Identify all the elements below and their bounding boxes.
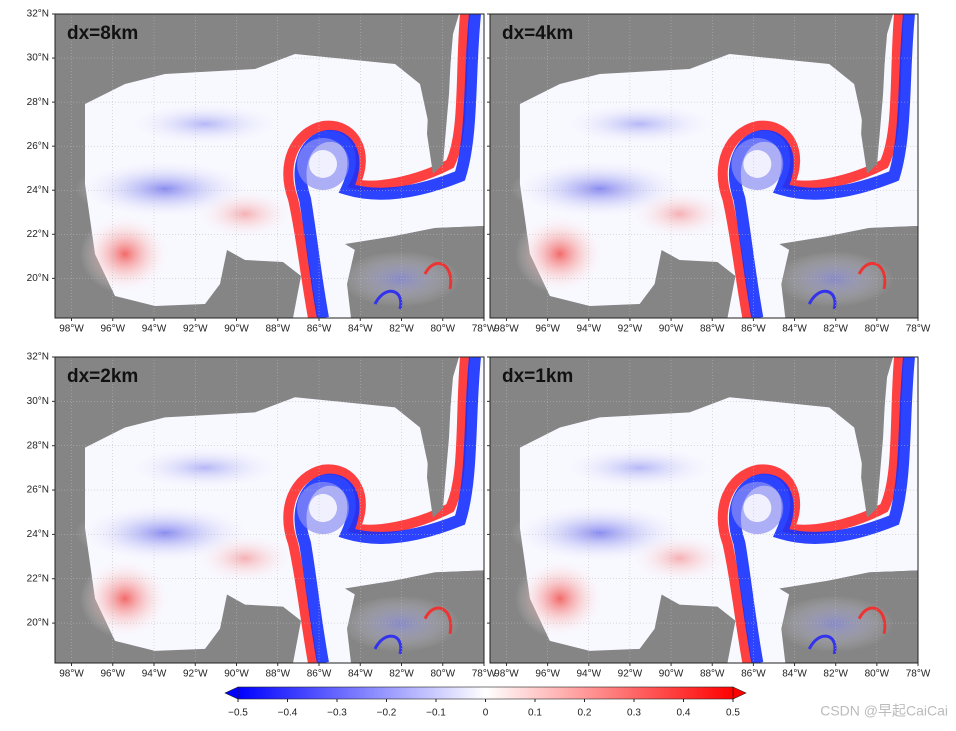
lat-tick-label: 32°N <box>27 9 49 20</box>
lon-tick-label: 82°W <box>823 669 848 680</box>
lon-tick-label: 84°W <box>782 324 807 335</box>
lon-tick-label: 98°W <box>59 669 84 680</box>
lon-tick-label: 82°W <box>389 669 414 680</box>
lat-tick-label: 26°N <box>27 141 49 152</box>
colorbar-tick-label: −0.4 <box>278 708 298 719</box>
colorbar-tick-label: −0.2 <box>377 708 397 719</box>
lon-tick-label: 96°W <box>535 324 560 335</box>
lon-tick-label: 86°W <box>741 324 766 335</box>
lon-tick-label: 98°W <box>59 324 84 335</box>
lat-tick-label: 22°N <box>27 229 49 240</box>
colorbar-extend-high <box>732 686 747 700</box>
lon-tick-label: 88°W <box>265 324 290 335</box>
lon-tick-label: 94°W <box>142 324 167 335</box>
lon-tick-label: 80°W <box>430 324 455 335</box>
lon-tick-label: 80°W <box>430 669 455 680</box>
vorticity-field <box>55 357 484 663</box>
lon-tick-label: 92°W <box>183 669 208 680</box>
lon-tick-label: 86°W <box>307 669 332 680</box>
colorbar-tick-label: −0.5 <box>228 708 248 719</box>
colorbar-tick-label: 0.1 <box>528 708 542 719</box>
panel-frame <box>489 13 919 319</box>
lon-tick-label: 96°W <box>100 669 125 680</box>
lat-tick-label: 22°N <box>27 573 49 584</box>
colorbar-tick-label: 0 <box>483 708 489 719</box>
lon-tick-label: 90°W <box>224 324 249 335</box>
vorticity-field <box>55 14 484 318</box>
lon-tick-label: 86°W <box>741 669 766 680</box>
lon-tick-label: 78°W <box>472 669 497 680</box>
colorbar-bar <box>237 686 734 700</box>
lon-tick-label: 96°W <box>100 324 125 335</box>
lat-tick-label: 20°N <box>27 618 49 629</box>
lon-tick-label: 92°W <box>183 324 208 335</box>
lon-tick-label: 90°W <box>659 669 684 680</box>
lon-tick-label: 90°W <box>224 669 249 680</box>
lon-tick-label: 90°W <box>659 324 684 335</box>
lat-tick-label: 20°N <box>27 273 49 284</box>
colorbar: −0.5 −0.4 −0.3 −0.2 −0.1 0 0.1 0.2 0.3 0.4 0.5 <box>224 686 747 719</box>
lon-tick-label: 96°W <box>535 669 560 680</box>
panels: 32°N 30°N 28°N 26°N 24°N 22°N 20°N 98°W 96°W 94°W… <box>27 9 931 680</box>
lon-tick-label: 78°W <box>906 324 931 335</box>
lat-tick-label: 24°N <box>27 185 49 196</box>
lon-tick-label: 92°W <box>618 324 643 335</box>
panel-title: dx=1km <box>502 366 573 387</box>
map-panel: 32°N 30°N 28°N 26°N 24°N 22°N 20°N 98°W 96°W 94°W… <box>27 9 497 335</box>
map-panel: 98°W 96°W 94°W 92°W 90°W 88°W 86°W 84°W 82°W 80°W… <box>487 13 931 335</box>
lat-tick-label: 24°N <box>27 529 49 540</box>
lon-tick-label: 98°W <box>494 324 519 335</box>
lat-tick-label: 30°N <box>27 53 49 64</box>
lon-tick-label: 86°W <box>307 324 332 335</box>
lat-tick-label: 30°N <box>27 396 49 407</box>
lon-tick-label: 94°W <box>576 669 601 680</box>
colorbar-tick-label: −0.3 <box>327 708 347 719</box>
lon-tick-label: 82°W <box>823 324 848 335</box>
colorbar-extend-low <box>224 686 239 700</box>
panel-frame <box>54 356 485 664</box>
colorbar-tick-label: 0.2 <box>578 708 592 719</box>
lon-tick-label: 82°W <box>389 324 414 335</box>
lat-tick-label: 28°N <box>27 97 49 108</box>
vorticity-field <box>490 14 918 318</box>
panel-title: dx=2km <box>67 366 138 387</box>
colorbar-tick-label: −0.1 <box>426 708 446 719</box>
lon-tick-label: 78°W <box>472 324 497 335</box>
vorticity-field <box>490 357 918 663</box>
lon-tick-label: 94°W <box>142 669 167 680</box>
map-panel: 98°W 96°W 94°W 92°W 90°W 88°W 86°W 84°W 82°W 80°W… <box>487 356 931 680</box>
lon-tick-label: 98°W <box>494 669 519 680</box>
panel-title: dx=4km <box>502 23 573 44</box>
lon-tick-label: 94°W <box>576 324 601 335</box>
lon-tick-label: 84°W <box>348 669 373 680</box>
lat-tick-label: 32°N <box>27 352 49 363</box>
panel-frame <box>54 13 485 319</box>
colorbar-tick-label: 0.3 <box>627 708 641 719</box>
map-panel: 32°N 30°N 28°N 26°N 24°N 22°N 20°N 98°W 96°W 94°W… <box>27 352 497 680</box>
colorbar-tick-label: 0.4 <box>677 708 691 719</box>
watermark: CSDN @早起CaiCai <box>820 703 948 719</box>
panel-title: dx=8km <box>67 23 138 44</box>
lon-tick-label: 78°W <box>906 669 931 680</box>
lat-tick-label: 26°N <box>27 485 49 496</box>
colorbar-tick-label: 0.5 <box>726 708 740 719</box>
lon-tick-label: 84°W <box>348 324 373 335</box>
lon-tick-label: 88°W <box>265 669 290 680</box>
lon-tick-label: 84°W <box>782 669 807 680</box>
lon-tick-label: 80°W <box>865 324 890 335</box>
lat-tick-label: 28°N <box>27 440 49 451</box>
lon-tick-label: 80°W <box>865 669 890 680</box>
lon-tick-label: 92°W <box>618 669 643 680</box>
lon-tick-label: 88°W <box>700 324 725 335</box>
lon-tick-label: 88°W <box>700 669 725 680</box>
panel-frame <box>489 356 919 664</box>
